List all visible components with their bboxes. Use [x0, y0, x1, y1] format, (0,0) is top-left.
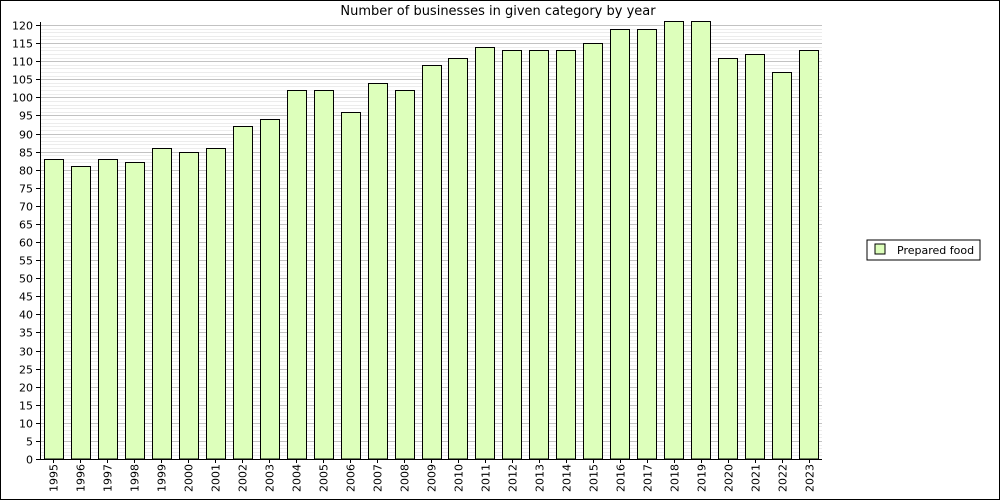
x-tick-label: 2017 — [642, 464, 655, 492]
x-tick-label: 2013 — [534, 464, 547, 492]
x-tick-label: 1998 — [129, 464, 142, 492]
bar-2011 — [475, 47, 495, 460]
y-tick-label: 40 — [19, 309, 33, 322]
x-tick-label: 2015 — [588, 464, 601, 492]
bar-2005 — [314, 90, 334, 460]
y-tick-label: 115 — [12, 38, 33, 51]
y-tick-label: 15 — [19, 400, 33, 413]
y-tick-label: 85 — [19, 147, 33, 160]
y-tick-label: 45 — [19, 291, 33, 304]
x-tick-label: 2016 — [615, 464, 628, 492]
y-tick-label: 90 — [19, 129, 33, 142]
x-tick-label: 2010 — [453, 464, 466, 492]
bar-2012 — [502, 50, 522, 460]
y-tick-label: 70 — [19, 201, 33, 214]
legend: Prepared food — [866, 239, 981, 261]
x-tick-label: 2014 — [561, 464, 574, 492]
y-tick-label: 35 — [19, 327, 33, 340]
x-tick-label: 1997 — [102, 464, 115, 492]
bar-2007 — [368, 83, 388, 460]
legend-swatch — [874, 243, 886, 255]
x-tick-label: 2004 — [291, 464, 304, 492]
bar-2006 — [341, 112, 361, 460]
bar-2004 — [287, 90, 307, 460]
x-tick-label: 2023 — [804, 464, 817, 492]
bar-2008 — [395, 90, 415, 460]
x-tick-label: 2009 — [426, 464, 439, 492]
y-tick-label: 120 — [12, 20, 33, 33]
bar-2020 — [718, 58, 738, 460]
y-tick-label: 0 — [26, 454, 33, 467]
bar-1999 — [152, 148, 172, 460]
bars — [44, 21, 819, 460]
bar-2002 — [233, 126, 253, 460]
bar-1996 — [71, 166, 91, 460]
legend-box — [866, 239, 981, 261]
x-tick-label: 2019 — [696, 464, 709, 492]
bar-2018 — [664, 21, 684, 460]
bar-2001 — [206, 148, 226, 460]
x-tick-label: 2020 — [723, 464, 736, 492]
y-tick-label: 50 — [19, 273, 33, 286]
axes: 0 5 10 15 20 25 30 35 40 45 50 55 60 65 70 75 80 85 90 95 10… — [12, 20, 822, 492]
y-tick-label: 30 — [19, 346, 33, 359]
x-tick-label: 2002 — [237, 464, 250, 492]
y-tick-label: 80 — [19, 165, 33, 178]
bar-2023 — [799, 50, 819, 460]
x-tick-label: 2022 — [777, 464, 790, 492]
x-tick-label: 2000 — [183, 464, 196, 492]
legend-label: Prepared food — [897, 244, 974, 257]
chart-title: Number of businesses in given category b… — [340, 4, 656, 19]
bar-2010 — [448, 58, 468, 460]
y-tick-label: 20 — [19, 382, 33, 395]
x-tick-label: 2018 — [669, 464, 682, 492]
x-tick-label: 1995 — [48, 464, 61, 492]
bar-2009 — [422, 65, 442, 460]
x-tick-label: 2021 — [750, 464, 763, 492]
x-tick-label: 2001 — [210, 464, 223, 492]
y-tick-label: 5 — [26, 436, 33, 449]
bar-1998 — [125, 162, 145, 460]
x-tick-label: 2005 — [318, 464, 331, 492]
y-tick-label: 75 — [19, 183, 33, 196]
bar-2000 — [179, 152, 199, 460]
y-tick-label: 110 — [12, 56, 33, 69]
x-tick-label: 2006 — [345, 464, 358, 492]
y-tick-label: 25 — [19, 364, 33, 377]
bar-1995 — [44, 159, 64, 460]
bar-2017 — [637, 29, 657, 460]
y-tick-label: 105 — [12, 74, 33, 87]
y-tick-label: 60 — [19, 237, 33, 250]
x-tick-label: 1996 — [75, 464, 88, 492]
x-tick-label: 2012 — [507, 464, 520, 492]
x-tick-label: 2003 — [264, 464, 277, 492]
bar-2003 — [260, 119, 280, 460]
bar-2013 — [529, 50, 549, 460]
x-tick-label: 1999 — [156, 464, 169, 492]
bar-1997 — [98, 159, 118, 460]
bar-2021 — [745, 54, 765, 460]
y-tick-label: 55 — [19, 255, 33, 268]
y-tick-label: 10 — [19, 418, 33, 431]
bar-2016 — [610, 29, 630, 460]
bar-2015 — [583, 43, 603, 460]
y-tick-label: 95 — [19, 110, 33, 123]
bar-2022 — [772, 72, 792, 460]
y-tick-label: 100 — [12, 92, 33, 105]
x-tick-label: 2011 — [480, 464, 493, 492]
bar-2014 — [556, 50, 576, 460]
x-tick-label: 2007 — [372, 464, 385, 492]
bar-2019 — [691, 21, 711, 460]
x-tick-label: 2008 — [399, 464, 412, 492]
y-tick-label: 65 — [19, 219, 33, 232]
